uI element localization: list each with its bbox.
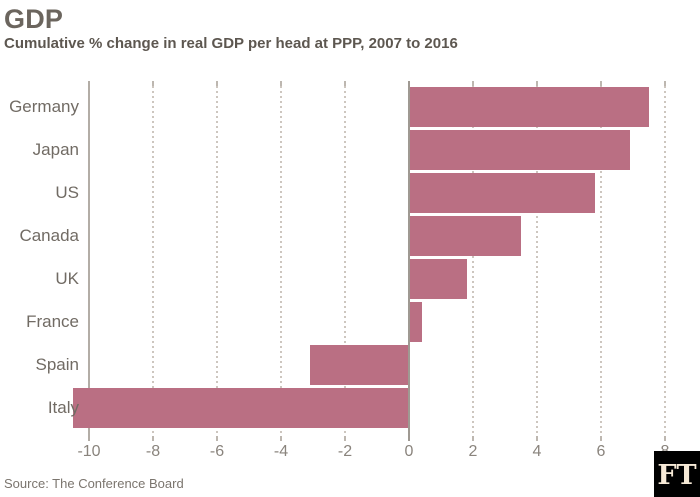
gridline-bottom-tick xyxy=(472,436,474,441)
gridline-bottom-tick xyxy=(152,436,154,441)
gridline-top-tick xyxy=(216,81,218,86)
bar-spain xyxy=(309,345,408,385)
gridline--2 xyxy=(344,86,346,436)
gridline-top-tick xyxy=(664,81,666,86)
bar-canada xyxy=(410,216,521,256)
gridline-8 xyxy=(664,86,666,436)
bar-uk xyxy=(410,259,467,299)
x-tick-label--4: -4 xyxy=(273,443,289,460)
x-tick-label--2: -2 xyxy=(337,443,353,460)
ft-logo: FT xyxy=(654,451,700,497)
category-label-italy: Italy xyxy=(47,398,79,417)
gridline-top-tick xyxy=(152,81,154,86)
gridline-2 xyxy=(472,86,474,436)
gridline-bottom-tick xyxy=(280,436,282,441)
x-tick-label-0: 0 xyxy=(404,443,414,460)
gridline--6 xyxy=(216,86,218,436)
x-tick-label-6: 6 xyxy=(596,443,606,460)
gridline-bottom-tick xyxy=(664,436,666,441)
gridline--4 xyxy=(280,86,282,436)
gridline-6 xyxy=(600,86,602,436)
gridline-bottom-tick xyxy=(536,436,538,441)
bar-france xyxy=(410,302,422,342)
bar-japan xyxy=(410,130,630,170)
x-tick-label-4: 4 xyxy=(532,443,542,460)
source-note: Source: The Conference Board xyxy=(4,476,184,491)
chart-subtitle: Cumulative % change in real GDP per head… xyxy=(4,35,458,52)
x-tick-label--10: -10 xyxy=(77,443,101,460)
x-tick-label--6: -6 xyxy=(209,443,225,460)
chart-title: GDP xyxy=(4,4,64,34)
x-tick-label--8: -8 xyxy=(145,443,161,460)
gridline-bottom-tick xyxy=(344,436,346,441)
bar-us xyxy=(410,173,595,213)
gridline-top-tick xyxy=(344,81,346,86)
category-label-spain: Spain xyxy=(35,355,79,374)
gridline-top-tick xyxy=(600,81,602,86)
ft-logo-text: FT xyxy=(657,460,697,491)
x-tick-label-2: 2 xyxy=(468,443,478,460)
gridline-bottom-tick xyxy=(216,436,218,441)
category-label-france: France xyxy=(26,312,79,331)
gridline-top-tick xyxy=(472,81,474,86)
bar-italy xyxy=(73,388,408,428)
category-label-uk: UK xyxy=(55,269,79,288)
gridline-bottom-tick xyxy=(600,436,602,441)
plot-area: -10-8-6-4-202468GermanyJapanUSCanadaUKFr… xyxy=(0,81,700,460)
gridline-top-tick xyxy=(536,81,538,86)
category-label-canada: Canada xyxy=(19,226,79,245)
zero-axis-line xyxy=(408,81,410,441)
gridline-top-tick xyxy=(280,81,282,86)
category-label-japan: Japan xyxy=(32,140,79,159)
bar-germany xyxy=(410,87,649,127)
gridline-4 xyxy=(536,86,538,436)
category-label-us: US xyxy=(55,183,79,202)
category-label-germany: Germany xyxy=(9,97,79,116)
plot-left-edge-line xyxy=(88,81,90,441)
gridline--8 xyxy=(152,86,154,436)
